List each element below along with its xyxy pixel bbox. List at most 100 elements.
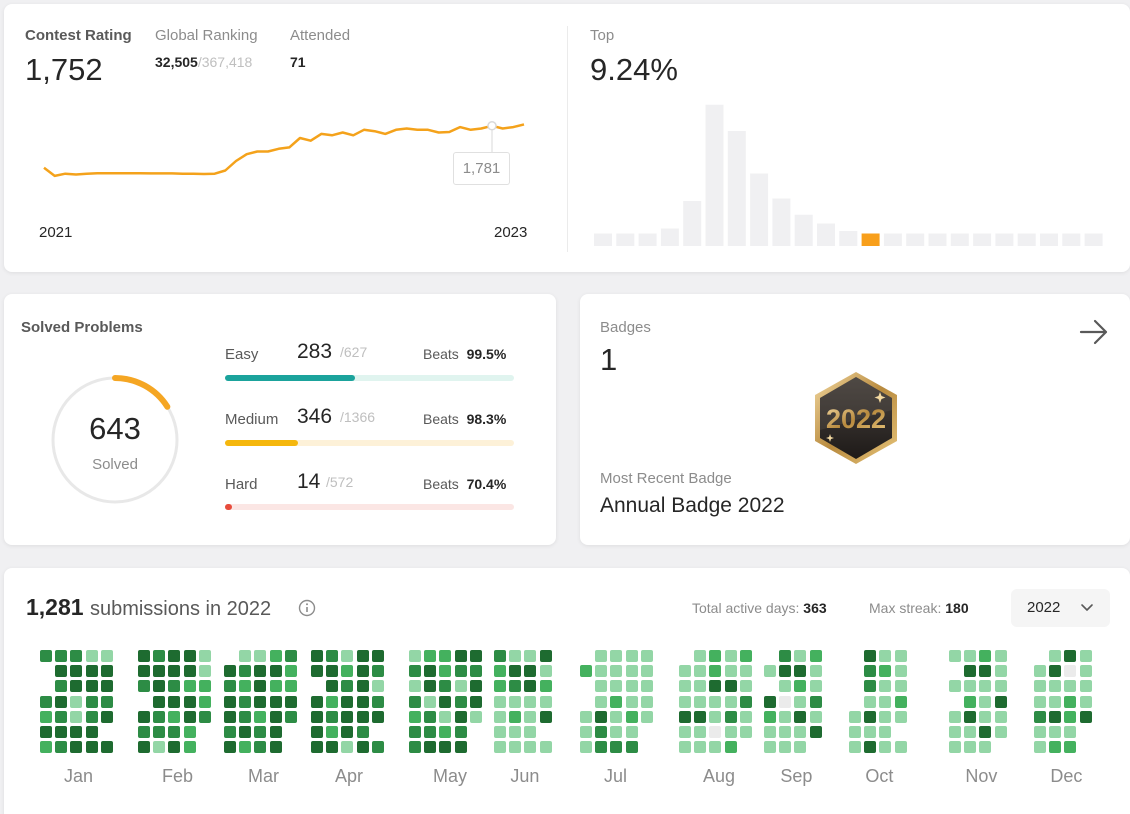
heatmap-cell[interactable] xyxy=(55,665,68,678)
heatmap-cell[interactable] xyxy=(509,726,522,738)
heatmap-cell[interactable] xyxy=(168,695,181,708)
heatmap-cell[interactable] xyxy=(894,680,907,693)
heatmap-cell[interactable] xyxy=(779,710,792,723)
heatmap-cell[interactable] xyxy=(424,710,437,723)
heatmap-cell[interactable] xyxy=(1034,680,1046,693)
heatmap-cell[interactable] xyxy=(224,680,236,693)
heatmap-cell[interactable] xyxy=(85,665,98,678)
heatmap-cell[interactable] xyxy=(494,680,506,693)
heatmap-cell[interactable] xyxy=(595,741,608,754)
heatmap-cell[interactable] xyxy=(894,710,907,723)
heatmap-cell[interactable] xyxy=(809,680,822,693)
heatmap-cell[interactable] xyxy=(794,741,807,754)
heatmap-cell[interactable] xyxy=(254,680,267,693)
heatmap-cell[interactable] xyxy=(694,665,707,678)
heatmap-cell[interactable] xyxy=(764,665,776,678)
heatmap-cell[interactable] xyxy=(424,650,437,662)
heatmap-cell[interactable] xyxy=(85,695,98,708)
heatmap-cell[interactable] xyxy=(610,710,623,723)
heatmap-cell[interactable] xyxy=(694,741,707,754)
heatmap-cell[interactable] xyxy=(269,710,282,723)
heatmap-cell[interactable] xyxy=(55,680,68,693)
heatmap-cell[interactable] xyxy=(40,650,52,662)
heatmap-cell[interactable] xyxy=(326,680,339,693)
heatmap-cell[interactable] xyxy=(509,650,522,662)
heatmap-cell[interactable] xyxy=(994,665,1007,678)
heatmap-cell[interactable] xyxy=(595,710,608,723)
heatmap-cell[interactable] xyxy=(625,650,638,662)
heatmap-cell[interactable] xyxy=(794,710,807,723)
heatmap-cell[interactable] xyxy=(524,650,537,662)
histogram-bar[interactable] xyxy=(594,233,612,247)
heatmap-cell[interactable] xyxy=(371,741,384,754)
heatmap-cell[interactable] xyxy=(168,741,181,754)
heatmap-cell[interactable] xyxy=(454,650,467,662)
histogram-bar[interactable] xyxy=(616,233,635,247)
heatmap-cell[interactable] xyxy=(879,650,892,662)
heatmap-cell[interactable] xyxy=(70,695,83,708)
heatmap-cell[interactable] xyxy=(964,710,977,723)
heatmap-cell[interactable] xyxy=(1079,650,1092,662)
heatmap-cell[interactable] xyxy=(100,665,113,678)
heatmap-cell[interactable] xyxy=(779,741,792,754)
heatmap-cell[interactable] xyxy=(580,726,592,738)
heatmap-cell[interactable] xyxy=(1064,710,1077,723)
heatmap-cell[interactable] xyxy=(153,741,166,754)
heatmap-cell[interactable] xyxy=(964,741,977,754)
heatmap-cell[interactable] xyxy=(138,741,150,754)
heatmap-cell[interactable] xyxy=(739,665,752,678)
heatmap-cell[interactable] xyxy=(326,726,339,738)
heatmap-cell[interactable] xyxy=(239,695,252,708)
histogram-bar[interactable] xyxy=(750,173,769,247)
heatmap-cell[interactable] xyxy=(356,695,369,708)
heatmap-cell[interactable] xyxy=(809,650,822,662)
heatmap-cell[interactable] xyxy=(894,695,907,708)
heatmap-cell[interactable] xyxy=(85,726,98,738)
heatmap-cell[interactable] xyxy=(595,680,608,693)
heatmap-cell[interactable] xyxy=(610,695,623,708)
heatmap-cell[interactable] xyxy=(964,665,977,678)
heatmap-cell[interactable] xyxy=(153,695,166,708)
heatmap-cell[interactable] xyxy=(779,650,792,662)
heatmap-cell[interactable] xyxy=(610,650,623,662)
top-percent-histogram[interactable] xyxy=(594,100,1106,246)
heatmap-cell[interactable] xyxy=(779,665,792,678)
heatmap-cell[interactable] xyxy=(1064,650,1077,662)
heatmap-cell[interactable] xyxy=(809,710,822,723)
arrow-right-icon[interactable] xyxy=(1079,318,1109,346)
heatmap-cell[interactable] xyxy=(183,665,196,678)
heatmap-cell[interactable] xyxy=(70,665,83,678)
heatmap-cell[interactable] xyxy=(326,650,339,662)
heatmap-cell[interactable] xyxy=(341,695,354,708)
heatmap-cell[interactable] xyxy=(994,695,1007,708)
heatmap-cell[interactable] xyxy=(55,695,68,708)
heatmap-cell[interactable] xyxy=(595,726,608,738)
heatmap-cell[interactable] xyxy=(239,650,252,662)
heatmap-cell[interactable] xyxy=(625,710,638,723)
heatmap-cell[interactable] xyxy=(168,680,181,693)
heatmap-cell[interactable] xyxy=(254,695,267,708)
heatmap-cell[interactable] xyxy=(254,710,267,723)
heatmap-cell[interactable] xyxy=(254,726,267,738)
heatmap-cell[interactable] xyxy=(326,665,339,678)
heatmap-cell[interactable] xyxy=(469,695,482,708)
heatmap-cell[interactable] xyxy=(894,665,907,678)
heatmap-cell[interactable] xyxy=(269,665,282,678)
heatmap-cell[interactable] xyxy=(424,726,437,738)
heatmap-cell[interactable] xyxy=(679,680,691,693)
heatmap-cell[interactable] xyxy=(1034,695,1046,708)
heatmap-cell[interactable] xyxy=(610,726,623,738)
heatmap-cell[interactable] xyxy=(539,680,552,693)
heatmap-cell[interactable] xyxy=(610,665,623,678)
histogram-bar[interactable] xyxy=(1084,233,1103,247)
heatmap-cell[interactable] xyxy=(1079,695,1092,708)
heatmap-cell[interactable] xyxy=(70,680,83,693)
heatmap-cell[interactable] xyxy=(239,680,252,693)
heatmap-cell[interactable] xyxy=(55,650,68,662)
heatmap-cell[interactable] xyxy=(694,710,707,723)
heatmap-cell[interactable] xyxy=(640,665,653,678)
heatmap-cell[interactable] xyxy=(454,665,467,678)
heatmap-cell[interactable] xyxy=(40,741,52,754)
heatmap-cell[interactable] xyxy=(524,665,537,678)
heatmap-cell[interactable] xyxy=(709,650,722,662)
